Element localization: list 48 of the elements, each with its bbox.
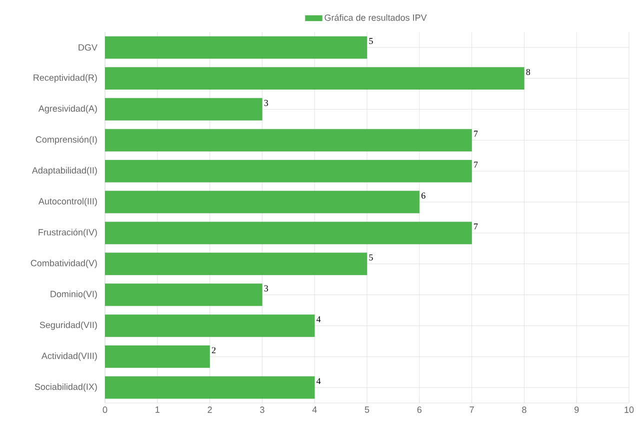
bar — [105, 284, 262, 306]
bar — [105, 129, 472, 152]
legend-label: Gráfica de resultados IPV — [324, 14, 427, 21]
bar — [105, 98, 262, 120]
x-tick-label: 9 — [574, 406, 579, 413]
x-tick-label: 0 — [102, 406, 108, 413]
data-label: 5 — [369, 38, 373, 44]
data-label: 8 — [526, 68, 530, 76]
x-tick-label: 7 — [470, 406, 474, 413]
x-tick-label: 1 — [156, 406, 160, 413]
data-label: 3 — [264, 100, 268, 106]
x-tick-label: 2 — [208, 406, 212, 413]
x-tick-label: 5 — [364, 406, 370, 413]
x-tick-label: 3 — [260, 406, 264, 413]
bar — [105, 190, 420, 214]
y-tick-label: Frustración(IV) — [38, 228, 97, 238]
y-tick-label: Combatividad(V) — [30, 260, 97, 268]
y-tick-label: Sociabilidad(IX) — [34, 383, 97, 392]
data-label: 4 — [316, 378, 321, 384]
bar — [105, 36, 368, 59]
y-tick-label: Autocontrol(III) — [38, 198, 97, 206]
y-tick-label: Receptividad(R) — [34, 74, 97, 83]
bar — [105, 67, 524, 90]
data-label: 5 — [369, 254, 373, 260]
bar — [105, 160, 472, 182]
data-label: 3 — [264, 285, 268, 292]
x-tick-label: 10 — [624, 406, 634, 413]
data-label: 2 — [212, 347, 216, 354]
y-tick-label: Dominio(VI) — [50, 290, 97, 299]
x-tick-label: 8 — [522, 406, 526, 413]
data-label: 6 — [422, 192, 426, 199]
x-tick-label: 6 — [417, 406, 422, 413]
y-tick-label: Actividad(VIII) — [41, 352, 97, 361]
data-label: 7 — [474, 224, 478, 230]
y-tick-label: Seguridad(VII) — [40, 322, 97, 330]
y-tick-label: Adaptabilidad(II) — [32, 166, 97, 176]
bar — [105, 376, 315, 399]
bar — [105, 314, 315, 337]
y-tick-label: DGV — [78, 44, 98, 51]
bar — [105, 222, 472, 244]
x-tick-label: 4 — [312, 406, 317, 413]
y-tick-label: Comprensión(I) — [36, 136, 97, 144]
bar — [105, 252, 368, 276]
y-tick-label: Agresividad(A) — [38, 105, 97, 114]
data-label: 7 — [474, 162, 478, 168]
bar — [105, 345, 210, 368]
data-label: 7 — [474, 130, 478, 137]
data-label: 4 — [316, 316, 321, 322]
